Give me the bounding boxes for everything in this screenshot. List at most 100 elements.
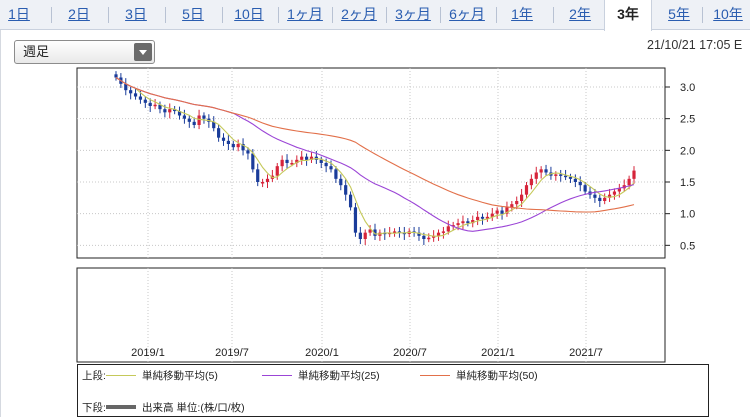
- chevron-down-icon[interactable]: [134, 43, 152, 61]
- sma50-line: [115, 77, 635, 213]
- candle-body: [197, 115, 201, 125]
- candle-body: [441, 231, 446, 233]
- tab-separator: [332, 7, 333, 23]
- tab-separator: [702, 7, 703, 23]
- candle-body: [124, 83, 128, 91]
- candle-body: [138, 96, 143, 100]
- candle-body: [251, 153, 255, 170]
- candle-body: [217, 128, 221, 138]
- tab-period-0[interactable]: 1日: [8, 6, 30, 22]
- volume-plot-frame: [76, 267, 666, 363]
- candle-body: [148, 102, 152, 106]
- y-tick-label: 3.0: [680, 82, 695, 94]
- x-tick-label: 2020/1: [305, 347, 339, 359]
- candle-body: [539, 169, 543, 173]
- tab-period-8[interactable]: 6ヶ月: [449, 6, 485, 22]
- tab-period-4[interactable]: 10日: [234, 6, 264, 22]
- candle-period-select-value: 週足: [23, 44, 50, 59]
- y-tick-label: 0.5: [680, 240, 695, 252]
- legend-bottom-row: 下段: 出来高 単位:(株/口/枚): [82, 400, 245, 415]
- y-tick-label: 1.0: [680, 209, 695, 221]
- candle-body: [309, 156, 314, 160]
- tab-separator: [51, 7, 52, 23]
- candle-body: [187, 118, 191, 122]
- tab-period-7[interactable]: 3ヶ月: [395, 6, 431, 22]
- legend-label-sma5: 単純移動平均(5): [142, 370, 218, 382]
- legend-top-label: 上段:: [82, 370, 106, 382]
- candle-body: [471, 220, 475, 224]
- tab-period-12[interactable]: 5年: [668, 6, 690, 22]
- candle-body: [129, 90, 133, 94]
- candle-body: [461, 221, 465, 224]
- candle-body: [265, 178, 270, 182]
- candle-body: [304, 156, 309, 160]
- tab-period-11[interactable]: 3年: [604, 0, 652, 31]
- candle-body: [158, 104, 162, 110]
- tab-period-3[interactable]: 5日: [182, 6, 204, 22]
- x-tick-label: 2019/1: [131, 347, 165, 359]
- candle-body: [607, 194, 612, 198]
- candle-body: [417, 232, 421, 236]
- candle-body: [163, 109, 167, 113]
- sma5-line: [115, 77, 635, 237]
- tab-separator: [553, 7, 554, 23]
- candle-body: [358, 232, 362, 239]
- candle-body: [153, 104, 157, 107]
- candle-body: [529, 178, 533, 186]
- candle-body: [559, 174, 563, 176]
- candle-body: [290, 163, 294, 165]
- x-tick-label: 2019/7: [215, 347, 249, 359]
- period-tab-bar: 1日 2日 3日 5日 10日 1ヶ月 2ヶ月 3ヶ月 6ヶ月 1年 2年 3年 5年 10年: [0, 0, 750, 31]
- candle-body: [212, 121, 216, 129]
- candle-body: [275, 166, 279, 176]
- tab-period-13[interactable]: 10年: [713, 6, 743, 22]
- candle-body: [520, 194, 524, 201]
- candle-body: [241, 144, 245, 151]
- y-tick-label: 2.5: [680, 114, 695, 126]
- candle-body: [500, 210, 504, 214]
- tab-separator: [496, 7, 497, 23]
- candle-body: [632, 170, 636, 179]
- legend-swatch-sma50: [420, 375, 450, 376]
- candle-body: [221, 137, 226, 141]
- candle-body: [202, 115, 206, 119]
- tab-period-2[interactable]: 3日: [125, 6, 147, 22]
- tab-period-9[interactable]: 1年: [511, 6, 533, 22]
- x-tick-label: 2021/1: [481, 347, 515, 359]
- legend-label-volume: 出来高 単位:(株/口/枚): [142, 402, 245, 414]
- candle-body: [427, 237, 431, 240]
- candle-body: [114, 74, 118, 78]
- candle-body: [476, 216, 480, 220]
- candle-body: [480, 216, 485, 219]
- tab-period-6[interactable]: 2ヶ月: [341, 6, 377, 22]
- x-tick-label: 2020/7: [393, 347, 427, 359]
- candle-body: [133, 93, 138, 97]
- candle-body: [627, 178, 631, 186]
- legend-label-sma25: 単純移動平均(25): [298, 370, 380, 382]
- candle-body: [324, 163, 328, 167]
- tab-period-1[interactable]: 2日: [68, 6, 90, 22]
- candle-body: [510, 204, 514, 208]
- candle-body: [368, 229, 372, 233]
- tab-period-10[interactable]: 2年: [569, 6, 591, 22]
- candle-body: [344, 185, 348, 195]
- candle-body: [192, 121, 196, 125]
- tab-period-5[interactable]: 1ヶ月: [287, 6, 323, 22]
- candle-body: [436, 232, 441, 236]
- legend-swatch-sma25: [262, 375, 292, 376]
- candle-body: [226, 140, 230, 144]
- candle-period-select[interactable]: 週足: [14, 40, 155, 64]
- candle-body: [285, 159, 289, 163]
- candle-body: [319, 159, 323, 163]
- candle-body: [300, 156, 304, 160]
- candle-body: [617, 188, 621, 192]
- candle-body: [456, 223, 460, 226]
- candle-body: [446, 226, 450, 232]
- chart-panel: [0, 30, 750, 417]
- legend-label-sma50: 単純移動平均(50): [456, 370, 538, 382]
- candle-body: [495, 210, 499, 214]
- candle-body: [231, 144, 235, 148]
- candle-body: [593, 194, 597, 198]
- candle-body: [490, 213, 494, 217]
